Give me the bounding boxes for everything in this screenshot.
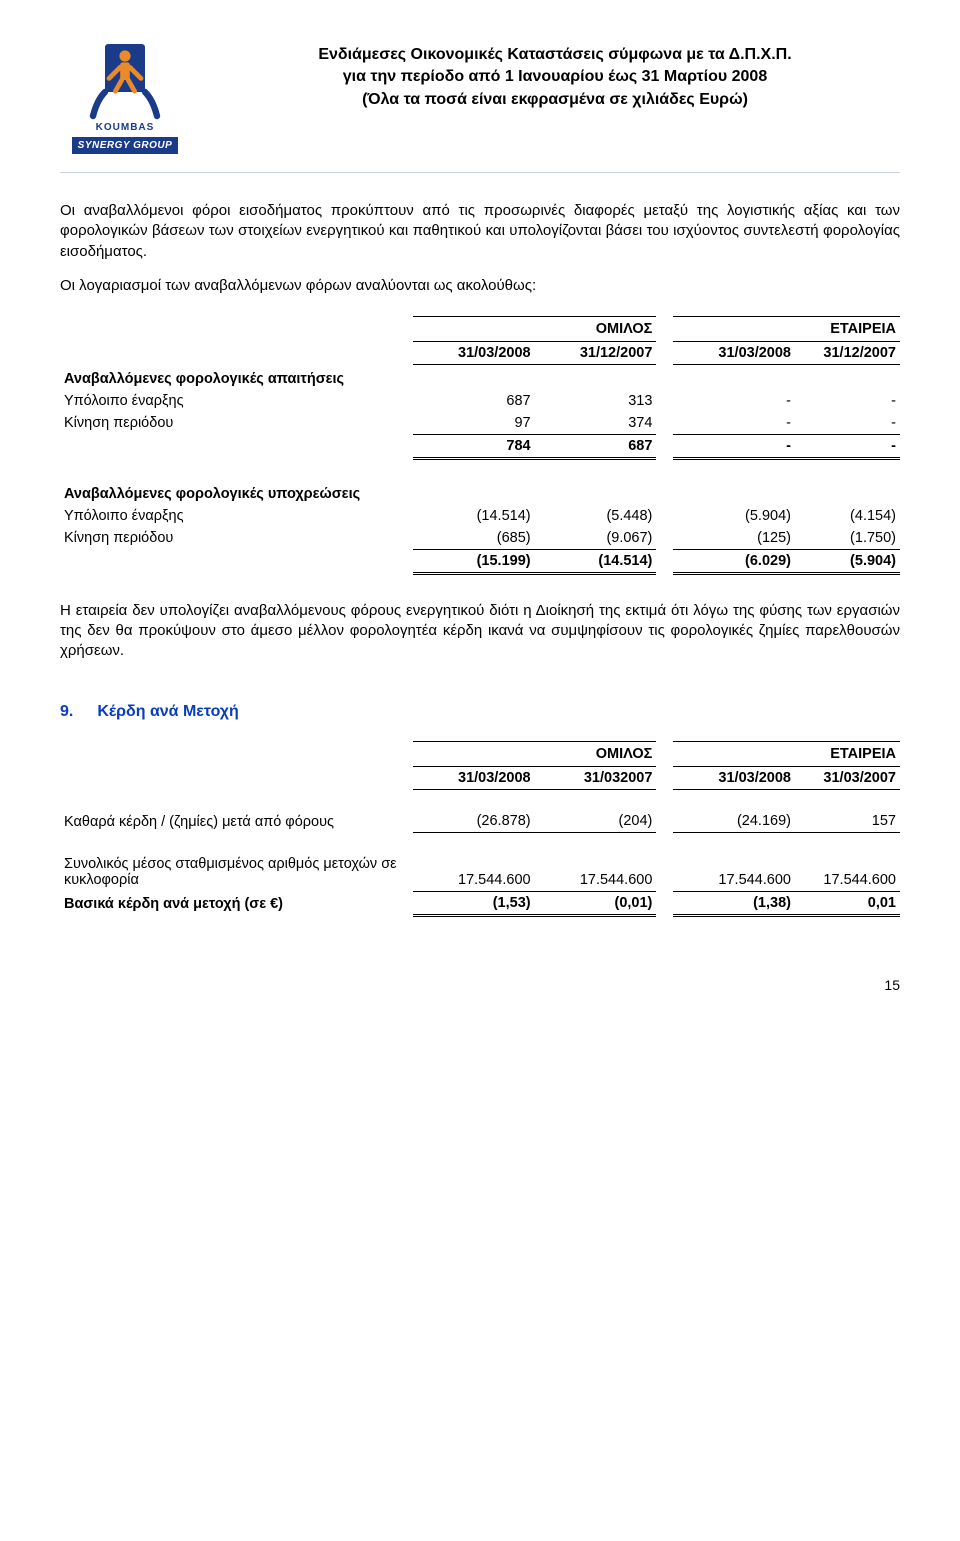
section-number: 9. [60,703,73,720]
section-title: Αναβαλλόμενες φορολογικές υποχρεώσεις [60,480,413,505]
cell: 17.544.600 [413,853,535,891]
title-line-3: (Όλα τα ποσά είναι εκφρασμένα σε χιλιάδε… [210,89,900,111]
table-row: Κίνηση περιόδου 97 374 - - [60,412,900,435]
table-row: Υπόλοιπο έναρξης 687 313 - - [60,390,900,412]
title-line-2: για την περίοδο από 1 Ιανουαρίου έως 31 … [210,66,900,88]
page-container: KOUMBAS SYNERGY GROUP Ενδιάμεσες Οικονομ… [0,0,960,1033]
title-line-1: Ενδιάμεσες Οικονομικές Καταστάσεις σύμφω… [210,44,900,66]
row-label: Βασικά κέρδη ανά μετοχή (σε €) [60,891,413,915]
row-label: Κίνηση περιόδου [60,412,413,435]
cell: (4.154) [795,505,900,527]
row-label: Υπόλοιπο έναρξης [60,505,413,527]
cell: (685) [413,527,535,550]
cell: 17.544.600 [673,853,795,891]
cell: 97 [413,412,535,435]
cell: - [673,390,795,412]
paragraph-deferred-tax-note: Η εταιρεία δεν υπολογίζει αναβαλλόμενους… [60,601,900,662]
section-title: Κέρδη ανά Μετοχή [97,703,238,720]
cell: (1,38) [673,891,795,915]
document-header: KOUMBAS SYNERGY GROUP Ενδιάμεσες Οικονομ… [60,40,900,154]
date-col: 31/03/2008 [673,767,795,790]
date-col: 31/12/2007 [535,342,657,365]
group-header-etaireia: ΕΤΑΙΡΕΙΑ [673,742,900,767]
cell: (6.029) [673,549,795,573]
cell: (5.904) [795,549,900,573]
cell: (15.199) [413,549,535,573]
group-header-etaireia: ΕΤΑΙΡΕΙΑ [673,317,900,342]
header-divider [60,172,900,173]
cell: 157 [795,810,900,833]
cell: (125) [673,527,795,550]
table-date-row: 31/03/2008 31/032007 31/03/2008 31/03/20… [60,767,900,790]
cell: - [795,412,900,435]
paragraph-analysis-intro: Οι λογαριασμοί των αναβαλλόμενων φόρων α… [60,276,900,296]
paragraph-deferred-tax-desc: Οι αναβαλλόμενοι φόροι εισοδήματος προκύ… [60,201,900,262]
group-header-omilos: ΟΜΙΛΟΣ [413,317,657,342]
date-col: 31/03/2008 [413,342,535,365]
group-header-omilos: ΟΜΙΛΟΣ [413,742,657,767]
cell: (1,53) [413,891,535,915]
cell: 784 [413,434,535,458]
date-col: 31/03/2007 [795,767,900,790]
logo-icon [85,40,165,120]
page-number: 15 [60,977,900,993]
table-row: Συνολικός μέσος σταθμισμένος αριθμός μετ… [60,853,900,891]
logo-synergy-text: SYNERGY GROUP [72,137,179,154]
cell: (1.750) [795,527,900,550]
row-label: Συνολικός μέσος σταθμισμένος αριθμός μετ… [60,853,413,891]
date-col: 31/032007 [535,767,657,790]
logo-koumbas-text: KOUMBAS [96,122,155,133]
cell: - [673,434,795,458]
row-label: Καθαρά κέρδη / (ζημίες) μετά από φόρους [60,810,413,833]
cell: - [795,434,900,458]
table-group-header: ΟΜΙΛΟΣ ΕΤΑΙΡΕΙΑ [60,742,900,767]
row-label: Κίνηση περιόδου [60,527,413,550]
cell: 374 [535,412,657,435]
cell: 17.544.600 [795,853,900,891]
cell: 687 [413,390,535,412]
table-date-row: 31/03/2008 31/12/2007 31/03/2008 31/12/2… [60,342,900,365]
table-total-row: Βασικά κέρδη ανά μετοχή (σε €) (1,53) (0… [60,891,900,915]
cell: - [795,390,900,412]
table-total-row: (15.199) (14.514) (6.029) (5.904) [60,549,900,573]
table-group-header: ΟΜΙΛΟΣ ΕΤΑΙΡΕΙΑ [60,317,900,342]
cell: 17.544.600 [535,853,657,891]
cell: (5.904) [673,505,795,527]
table-row: Υπόλοιπο έναρξης (14.514) (5.448) (5.904… [60,505,900,527]
row-label: Υπόλοιπο έναρξης [60,390,413,412]
cell: (204) [535,810,657,833]
cell: (9.067) [535,527,657,550]
cell: 687 [535,434,657,458]
cell: (14.514) [535,549,657,573]
deferred-tax-table: ΟΜΙΛΟΣ ΕΤΑΙΡΕΙΑ 31/03/2008 31/12/2007 31… [60,316,900,575]
date-col: 31/03/2008 [673,342,795,365]
table-total-row: 784 687 - - [60,434,900,458]
cell: - [673,412,795,435]
cell: (24.169) [673,810,795,833]
company-logo-block: KOUMBAS SYNERGY GROUP [60,40,190,154]
cell: 313 [535,390,657,412]
date-col: 31/12/2007 [795,342,900,365]
table-row: Κίνηση περιόδου (685) (9.067) (125) (1.7… [60,527,900,550]
eps-table: ΟΜΙΛΟΣ ΕΤΑΙΡΕΙΑ 31/03/2008 31/032007 31/… [60,741,900,917]
section-title-row: Αναβαλλόμενες φορολογικές υποχρεώσεις [60,480,900,505]
section-title: Αναβαλλόμενες φορολογικές απαιτήσεις [60,365,413,390]
document-title: Ενδιάμεσες Οικονομικές Καταστάσεις σύμφω… [210,40,900,111]
cell: (5.448) [535,505,657,527]
table-row: Καθαρά κέρδη / (ζημίες) μετά από φόρους … [60,810,900,833]
date-col: 31/03/2008 [413,767,535,790]
cell: (26.878) [413,810,535,833]
cell: (14.514) [413,505,535,527]
section-title-row: Αναβαλλόμενες φορολογικές απαιτήσεις [60,365,900,390]
cell: 0,01 [795,891,900,915]
cell: (0,01) [535,891,657,915]
section-9-heading: 9. Κέρδη ανά Μετοχή [60,703,900,721]
